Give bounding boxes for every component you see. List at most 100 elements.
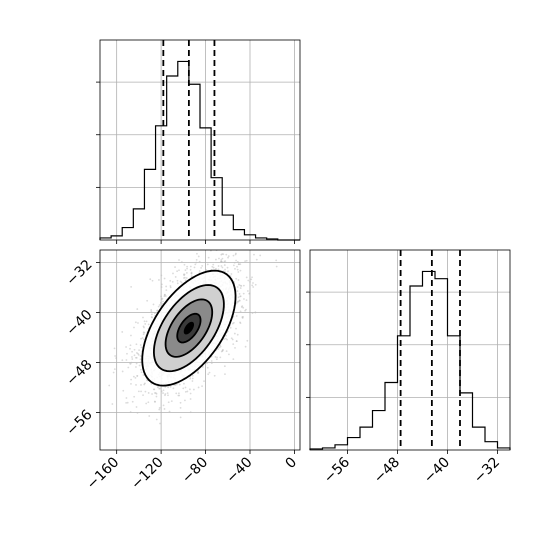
scatter-point: [201, 265, 204, 267]
scatter-point: [238, 299, 241, 302]
scatter-point: [155, 418, 158, 421]
scatter-point: [183, 382, 185, 385]
scatter-point: [235, 340, 238, 343]
x-tick-label: −80: [179, 454, 211, 486]
scatter-point: [245, 299, 248, 302]
scatter-point: [172, 387, 175, 390]
scatter-point: [244, 260, 247, 263]
scatter-point: [162, 389, 165, 392]
scatter-point: [237, 271, 240, 273]
scatter-point: [225, 334, 228, 337]
scatter-point: [238, 284, 241, 286]
scatter-point: [164, 393, 167, 395]
scatter-point: [203, 380, 205, 383]
scatter-point: [125, 359, 128, 361]
scatter-point: [235, 327, 237, 330]
scatter-point: [178, 259, 180, 261]
scatter-point: [224, 268, 226, 271]
scatter-point: [143, 320, 146, 323]
scatter-point: [129, 411, 132, 413]
scatter-point: [166, 392, 169, 395]
histogram-bars: [99, 60, 300, 241]
scatter-point: [211, 265, 214, 268]
scatter-point: [162, 300, 164, 303]
scatter-point: [142, 333, 145, 336]
scatter-point: [185, 277, 188, 279]
scatter-point: [242, 316, 244, 318]
axes-frame: [309, 249, 511, 451]
scatter-point: [178, 394, 181, 397]
y-tick-label: −48: [63, 357, 95, 389]
scatter-point: [163, 408, 166, 410]
scatter-point: [242, 306, 245, 309]
scatter-point: [197, 372, 200, 374]
scatter-point: [182, 387, 185, 390]
scatter-point: [269, 242, 271, 244]
x-tick-label: −56: [321, 454, 353, 486]
scatter-point: [138, 349, 140, 352]
scatter-point: [168, 410, 171, 413]
y-tick-label: −32: [63, 257, 95, 289]
scatter-point: [232, 264, 235, 267]
scatter-point: [224, 337, 227, 340]
scatter-point: [151, 279, 154, 282]
scatter-point: [234, 267, 236, 270]
x-tick-label: −48: [371, 454, 403, 486]
scatter-point: [218, 346, 221, 349]
scatter-point: [155, 395, 158, 398]
scatter-point: [160, 298, 163, 301]
scatter-point: [157, 305, 160, 308]
scatter-point: [135, 406, 138, 408]
scatter-point: [134, 356, 137, 359]
scatter-point: [112, 371, 115, 374]
x-tick-label: 0: [282, 454, 300, 472]
scatter-point: [172, 272, 174, 275]
scatter-point: [244, 309, 247, 312]
scatter-point: [131, 400, 134, 403]
scatter-point: [151, 393, 153, 395]
scatter-point: [159, 387, 161, 390]
scatter-point: [183, 263, 186, 266]
scatter-point: [156, 309, 159, 312]
scatter-point: [115, 357, 117, 360]
scatter-point: [165, 289, 168, 292]
scatter-point: [220, 260, 222, 263]
scatter-point: [232, 254, 235, 257]
scatter-point: [237, 263, 240, 266]
y-tick-label: −40: [63, 307, 95, 339]
scatter-point: [144, 390, 147, 393]
scatter-point: [152, 388, 155, 391]
x-tick-label: −40: [421, 454, 453, 486]
scatter-point: [208, 371, 211, 374]
scatter-point: [125, 397, 128, 399]
scatter-point: [127, 366, 130, 369]
scatter-point: [189, 411, 192, 414]
scatter-point: [218, 257, 220, 260]
scatter-point: [237, 296, 240, 299]
scatter-point: [111, 403, 114, 405]
histogram-panel-param-1: [96, 39, 301, 244]
scatter-point: [194, 263, 197, 266]
histogram-panel-param-2: −56 −48 −40 −32: [306, 249, 511, 487]
scatter-point: [134, 321, 137, 324]
scatter-point: [167, 386, 170, 389]
scatter-point: [186, 265, 189, 268]
scatter-point: [196, 252, 198, 255]
scatter-point: [237, 300, 240, 303]
scatter-point: [136, 411, 139, 414]
scatter-point: [234, 253, 237, 256]
scatter-point: [197, 255, 200, 258]
scatter-point: [150, 316, 153, 318]
scatter-point: [154, 312, 156, 315]
scatter-point: [251, 284, 254, 287]
scatter-point: [240, 306, 243, 308]
scatter-point: [239, 287, 242, 289]
scatter-point: [140, 346, 143, 349]
scatter-point: [217, 265, 220, 267]
scatter-point: [207, 256, 210, 259]
scatter-point: [223, 264, 226, 266]
contour-line-1: [141, 269, 237, 387]
contour-line-4: [176, 312, 202, 344]
scatter-point: [230, 273, 233, 275]
